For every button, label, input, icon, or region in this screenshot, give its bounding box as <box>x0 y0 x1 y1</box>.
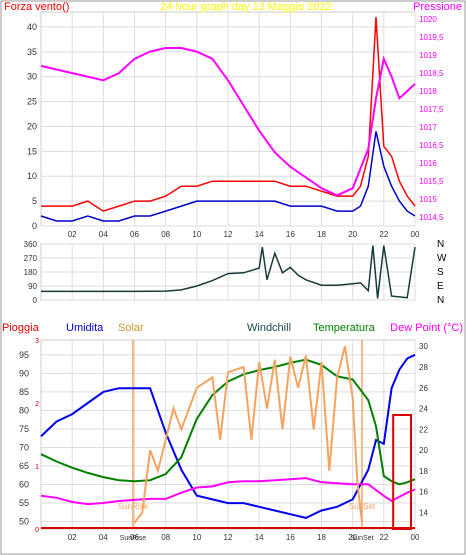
tick-label-hour: 00 <box>411 533 420 542</box>
compass-label-e: E <box>437 281 444 292</box>
tick-label-wind: 10 <box>27 171 37 181</box>
tick-label-pressure: 1016 <box>419 159 437 168</box>
tick-label-rain: 1 <box>35 464 39 471</box>
tick-label-hour: 08 <box>161 230 170 239</box>
tick-label-humidity: 55 <box>19 498 29 508</box>
compass-label-n-top: N <box>437 239 444 250</box>
tick-label-rain: 0 <box>35 527 39 534</box>
tick-label-humidity: 75 <box>19 424 29 434</box>
ticks-wind-direction: 0 90 180 270 360 <box>24 240 38 305</box>
tick-label-hour: 08 <box>161 533 170 542</box>
tick-label-hour: 18 <box>317 533 326 542</box>
tick-label-pressure: 1019 <box>419 51 437 60</box>
tick-label-temperature: 20 <box>419 446 428 455</box>
tick-label-humidity: 85 <box>19 387 29 397</box>
tick-label-hour: 02 <box>68 533 77 542</box>
tick-label-temperature: 16 <box>419 488 428 497</box>
tick-label-wind: 25 <box>27 97 37 107</box>
tick-label-direction: 360 <box>24 240 38 249</box>
tick-label-hour: 10 <box>192 230 201 239</box>
tick-label-wind: 15 <box>27 146 37 156</box>
tick-label-hour: 20 <box>348 230 357 239</box>
tick-label-temperature: 22 <box>419 425 428 434</box>
marker-axis-label-sunset: SunSet <box>351 535 374 542</box>
tick-label-pressure: 1017 <box>419 123 437 132</box>
tick-label-wind: 0 <box>32 221 37 231</box>
tick-label-pressure: 1018,5 <box>419 69 444 78</box>
tick-label-pressure: 1014,5 <box>419 213 444 222</box>
humidity-legend: Umidita <box>66 322 104 334</box>
wind-axis-label: Forza vento() <box>4 1 69 13</box>
tick-label-humidity: 65 <box>19 461 29 471</box>
tick-label-temperature: 18 <box>419 467 428 476</box>
solar-legend: Solar <box>118 322 144 334</box>
dewpoint-legend: Dew Point (°C) <box>390 322 463 334</box>
marker-label-sunset: SunSet <box>349 502 376 511</box>
marker-label-sunrise: SunRise <box>118 502 149 511</box>
tick-label-temperature: 24 <box>419 405 428 414</box>
tick-label-direction: 0 <box>33 296 38 305</box>
tick-label-pressure: 1017,5 <box>419 105 444 114</box>
tick-label-hour: 22 <box>379 533 388 542</box>
tick-label-hour: 14 <box>255 230 264 239</box>
tick-label-humidity: 95 <box>19 350 29 360</box>
chart-title: 24 hour graph day 13 Maggio 2022 <box>160 1 331 13</box>
tick-label-hour: 02 <box>68 230 77 239</box>
rain-legend: Pioggia <box>2 322 40 334</box>
tick-label-pressure: 1015,5 <box>419 177 444 186</box>
tick-label-wind: 5 <box>32 196 37 206</box>
temperature-legend: Temperatura <box>313 322 376 334</box>
tick-label-direction: 90 <box>28 282 37 291</box>
tick-label-pressure: 1016,5 <box>419 141 444 150</box>
tick-label-hour: 12 <box>224 230 233 239</box>
tick-label-hour: 04 <box>99 230 108 239</box>
tick-label-humidity: 70 <box>19 442 29 452</box>
tick-label-rain: 3 <box>35 338 39 345</box>
tick-label-humidity: 80 <box>19 405 29 415</box>
tick-label-temperature: 26 <box>419 384 428 393</box>
tick-label-hour: 14 <box>255 533 264 542</box>
tick-label-temperature: 30 <box>419 342 428 351</box>
tick-label-rain: 2 <box>35 401 39 408</box>
tick-label-hour: 06 <box>130 230 139 239</box>
tick-label-hour: 16 <box>286 230 295 239</box>
compass-label-n-bottom: N <box>437 295 444 306</box>
tick-label-hour: 22 <box>379 230 388 239</box>
tick-label-temperature: 28 <box>419 363 428 372</box>
compass-label-w: W <box>437 253 447 264</box>
tick-label-pressure: 1020 <box>419 15 437 24</box>
compass-label-s: S <box>437 267 444 278</box>
tick-label-hour: 16 <box>286 533 295 542</box>
windchill-legend: Windchill <box>247 322 291 334</box>
tick-label-pressure: 1019,5 <box>419 33 444 42</box>
tick-label-humidity: 90 <box>19 368 29 378</box>
tick-label-humidity: 50 <box>19 517 29 527</box>
tick-label-hour: 00 <box>411 230 420 239</box>
tick-label-hour: 10 <box>192 533 201 542</box>
tick-label-temperature: 14 <box>419 508 428 517</box>
tick-label-direction: 270 <box>24 254 38 263</box>
tick-label-direction: 180 <box>24 268 38 277</box>
tick-label-wind: 30 <box>27 72 37 82</box>
tick-label-wind: 35 <box>27 47 37 57</box>
tick-label-wind: 20 <box>27 121 37 131</box>
tick-label-humidity: 60 <box>19 480 29 490</box>
pressure-axis-label: Pressione <box>413 1 462 13</box>
tick-label-hour: 18 <box>317 230 326 239</box>
marker-axis-label-sunrise: SunRise <box>120 535 147 542</box>
tick-label-pressure: 1018 <box>419 87 437 96</box>
tick-label-wind: 40 <box>27 22 37 32</box>
tick-label-pressure: 1015 <box>419 195 437 204</box>
tick-label-hour: 04 <box>99 533 108 542</box>
tick-label-hour: 12 <box>224 533 233 542</box>
